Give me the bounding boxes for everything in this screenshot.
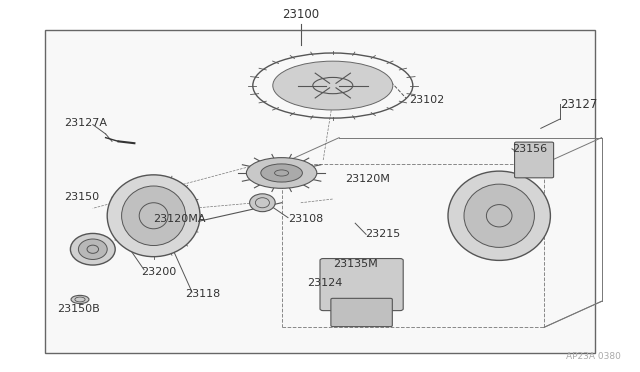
FancyBboxPatch shape: [320, 259, 403, 311]
Ellipse shape: [107, 175, 200, 257]
Text: 23120M: 23120M: [346, 174, 390, 183]
Ellipse shape: [79, 239, 107, 260]
FancyBboxPatch shape: [515, 142, 554, 178]
Ellipse shape: [261, 164, 303, 182]
Ellipse shape: [122, 186, 186, 246]
FancyBboxPatch shape: [331, 298, 392, 327]
Ellipse shape: [71, 295, 89, 304]
Bar: [45, 30, 595, 353]
Ellipse shape: [273, 61, 393, 110]
Ellipse shape: [250, 194, 275, 212]
Text: 23100: 23100: [282, 9, 319, 21]
Text: 23200: 23200: [141, 267, 176, 276]
Text: 23118: 23118: [186, 289, 221, 299]
Ellipse shape: [464, 184, 534, 247]
Text: 23124: 23124: [307, 278, 342, 288]
Text: 23215: 23215: [365, 230, 400, 239]
Ellipse shape: [246, 158, 317, 188]
Text: 23108: 23108: [288, 215, 323, 224]
Text: 23156: 23156: [512, 144, 547, 154]
Text: 23120MA: 23120MA: [154, 215, 206, 224]
Text: 23150B: 23150B: [58, 304, 100, 314]
Text: 23102: 23102: [410, 96, 445, 105]
Text: 23150: 23150: [64, 192, 99, 202]
Text: 23127A: 23127A: [64, 118, 107, 128]
Text: AP23A 0380: AP23A 0380: [566, 352, 621, 361]
Circle shape: [533, 144, 548, 153]
Ellipse shape: [70, 234, 115, 265]
Text: 23127: 23127: [560, 98, 597, 110]
Circle shape: [535, 158, 547, 165]
Text: 23135M: 23135M: [333, 259, 378, 269]
Ellipse shape: [448, 171, 550, 260]
